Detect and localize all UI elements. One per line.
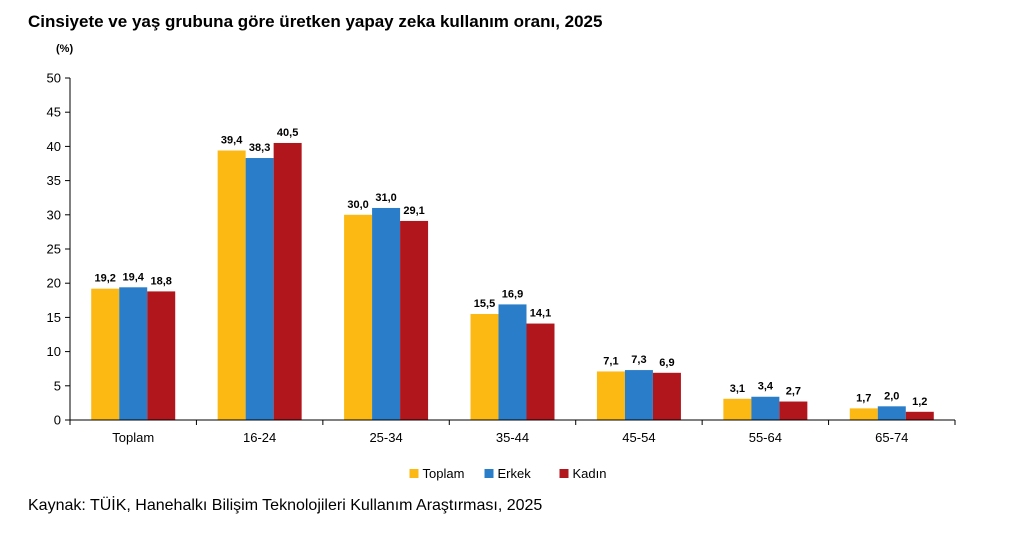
y-axis-unit-label: (%)	[56, 43, 73, 55]
x-tick-label-toplam: Toplam	[112, 430, 154, 445]
bar-erkek-35-44	[498, 304, 527, 420]
bar-kadin-16-24	[273, 142, 302, 421]
data-label-toplam-55-64: 3,1	[730, 383, 745, 395]
data-label-kadin-65-74: 1,2	[912, 396, 927, 408]
bar-kadin-45-54	[652, 372, 681, 420]
data-label-erkek-25-34: 31,0	[375, 192, 396, 204]
bar-kadin-25-34	[400, 220, 429, 420]
data-label-toplam-toplam: 19,2	[95, 273, 116, 285]
legend-label-kadin: Kadın	[573, 466, 607, 481]
data-label-erkek-55-64: 3,4	[758, 381, 774, 393]
y-tick-label: 0	[54, 413, 61, 428]
legend-label-erkek: Erkek	[498, 466, 532, 481]
legend-label-toplam: Toplam	[423, 466, 465, 481]
x-tick-label-16-24: 16-24	[243, 430, 276, 445]
y-tick-label: 30	[47, 207, 61, 222]
bar-toplam-65-74	[849, 408, 878, 420]
x-tick-label-65-74: 65-74	[875, 430, 908, 445]
y-tick-label: 40	[47, 139, 61, 154]
y-tick-label: 15	[47, 310, 61, 325]
bars	[91, 142, 934, 421]
bar-erkek-45-54	[624, 370, 653, 420]
bar-erkek-toplam	[119, 287, 148, 420]
y-tick-label: 10	[47, 344, 61, 359]
y-tick-label: 50	[47, 71, 61, 86]
x-tick-label-45-54: 45-54	[622, 430, 655, 445]
data-label-kadin-55-64: 2,7	[786, 386, 801, 398]
x-tick-label-25-34: 25-34	[369, 430, 402, 445]
bar-erkek-25-34	[372, 207, 401, 420]
data-label-erkek-45-54: 7,3	[631, 354, 646, 366]
data-label-toplam-65-74: 1,7	[856, 392, 871, 404]
x-axis-labels: Toplam 16-24 25-34 35-44 45-54 55-64 65-74	[112, 430, 908, 445]
x-tick-label-35-44: 35-44	[496, 430, 529, 445]
bar-toplam-25-34	[344, 214, 373, 420]
chart-title: Cinsiyete ve yaş grubuna göre üretken ya…	[28, 12, 603, 31]
bar-erkek-55-64	[751, 396, 780, 420]
data-label-kadin-16-24: 40,5	[277, 127, 298, 139]
data-label-toplam-16-24: 39,4	[221, 135, 243, 147]
bar-kadin-toplam	[147, 291, 176, 420]
bar-toplam-toplam	[91, 288, 120, 420]
data-labels: 19,2 19,4 18,8 39,4 38,3 40,5 30,0 31,0 29,1 15,5…	[95, 127, 928, 408]
y-tick-label: 35	[47, 173, 61, 188]
bar-toplam-45-54	[596, 371, 625, 420]
y-tick-label: 25	[47, 242, 61, 257]
bar-erkek-65-74	[877, 406, 906, 420]
data-label-toplam-45-54: 7,1	[603, 355, 618, 367]
legend-swatch-toplam	[409, 469, 419, 478]
data-label-erkek-16-24: 38,3	[249, 142, 270, 154]
data-label-kadin-25-34: 29,1	[403, 205, 424, 217]
y-tick-label: 45	[47, 105, 61, 120]
x-tick-label-55-64: 55-64	[749, 430, 782, 445]
data-label-erkek-35-44: 16,9	[502, 288, 523, 300]
data-label-toplam-25-34: 30,0	[347, 199, 368, 211]
bar-kadin-55-64	[779, 401, 808, 420]
source-note: Kaynak: TÜİK, Hanehalkı Bilişim Teknoloj…	[28, 497, 543, 514]
bar-toplam-16-24	[217, 150, 246, 420]
legend-swatch-erkek	[484, 469, 494, 478]
data-label-kadin-45-54: 6,9	[659, 357, 674, 369]
bar-erkek-16-24	[245, 158, 274, 420]
data-label-kadin-toplam: 18,8	[151, 275, 172, 287]
y-tick-label: 5	[54, 378, 61, 393]
legend: Toplam Erkek Kadın	[409, 466, 607, 481]
y-tick-label: 20	[47, 276, 61, 291]
legend-swatch-kadin	[559, 469, 569, 478]
bar-toplam-35-44	[470, 313, 499, 420]
bar-toplam-55-64	[723, 398, 752, 420]
data-label-erkek-65-74: 2,0	[884, 390, 899, 402]
y-axis-ticks: 0 5 10 15 20 25 30 35 40 45 50	[47, 71, 70, 428]
axes	[69, 78, 956, 425]
data-label-kadin-35-44: 14,1	[530, 308, 551, 320]
bar-kadin-35-44	[526, 323, 555, 420]
data-label-erkek-toplam: 19,4	[123, 271, 145, 283]
data-label-toplam-35-44: 15,5	[474, 298, 495, 310]
bar-kadin-65-74	[905, 411, 934, 420]
